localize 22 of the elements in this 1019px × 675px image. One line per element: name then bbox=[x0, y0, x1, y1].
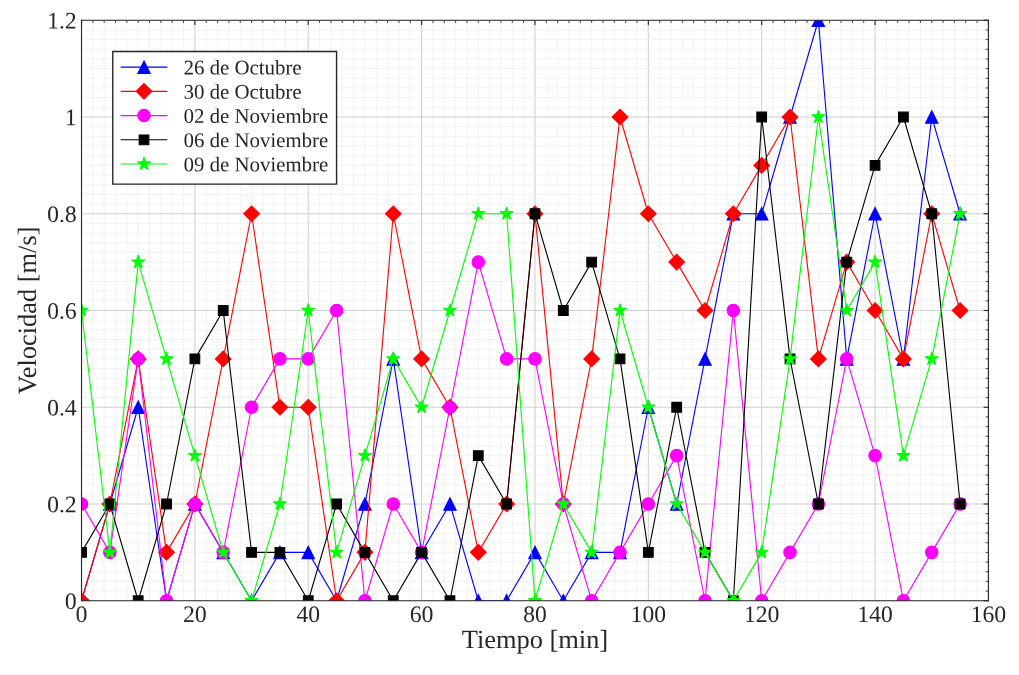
y-tick-label: 0.8 bbox=[48, 206, 76, 223]
x-tick-label: 80 bbox=[524, 606, 546, 623]
x-tick-label: 40 bbox=[296, 606, 320, 623]
legend-label: 30 de Octubre bbox=[184, 84, 301, 99]
y-tick-label: 0.6 bbox=[48, 302, 76, 320]
x-tick-label: 20 bbox=[184, 606, 206, 623]
x-tick-label: 120 bbox=[746, 606, 779, 623]
y-tick-label: 0 bbox=[65, 593, 76, 610]
x-tick-label: 60 bbox=[410, 606, 433, 623]
x-tick-label: 160 bbox=[972, 606, 1006, 623]
legend-label: 26 de Octubre bbox=[184, 59, 301, 75]
x-tick-label: 140 bbox=[859, 606, 892, 623]
x-tick-label: 100 bbox=[632, 606, 666, 623]
y-tick-label: 0.2 bbox=[48, 496, 76, 513]
legend-label: 06 de Noviembre bbox=[184, 132, 328, 148]
y-axis-title: Velocidad [m/s] bbox=[17, 228, 40, 395]
legend-label: 02 de Noviembre bbox=[184, 108, 328, 124]
y-tick-label: 0.4 bbox=[48, 399, 77, 416]
y-tick-label: 1.2 bbox=[49, 12, 76, 29]
x-axis-title: Tiempo [min] bbox=[462, 629, 607, 654]
legend-label: 09 de Noviembre bbox=[184, 156, 328, 172]
y-tick-label: 1 bbox=[66, 109, 76, 126]
